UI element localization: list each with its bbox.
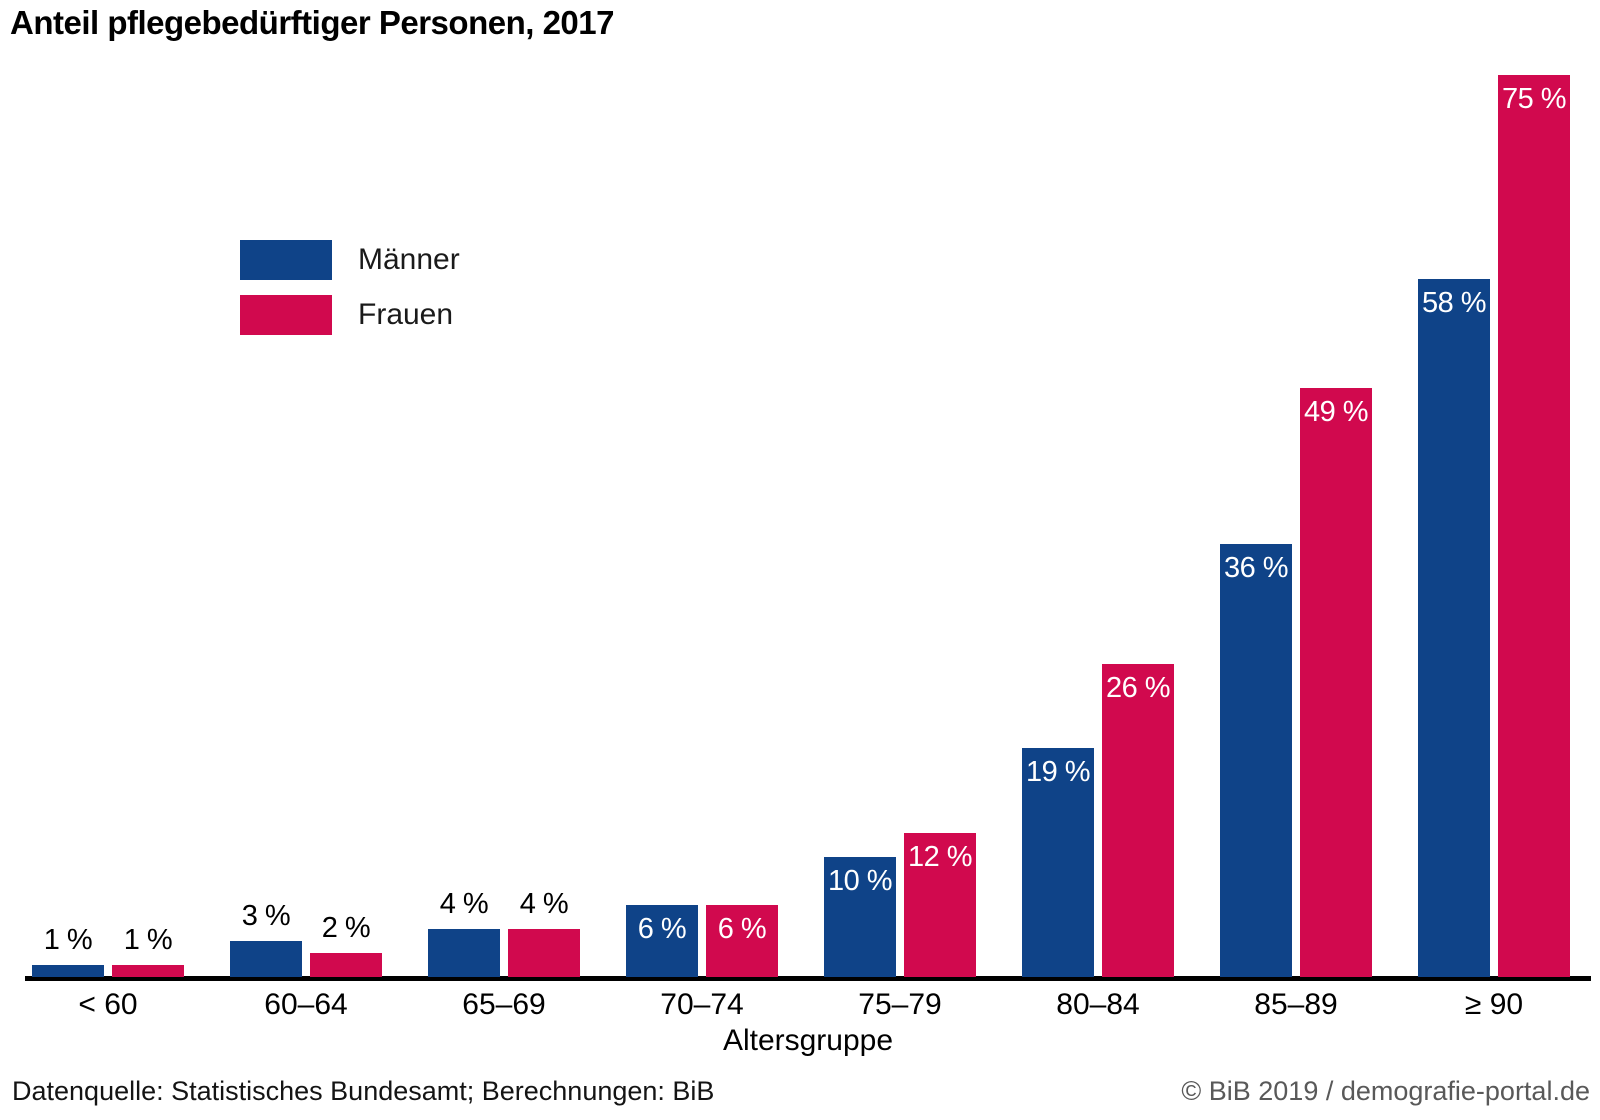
bar-value-label: 10 % xyxy=(827,865,893,897)
bar-maenner-1 xyxy=(230,941,302,977)
bar-value-label: 6 % xyxy=(717,913,767,945)
x-tick-label-3: 70–74 xyxy=(660,988,744,1021)
legend-item-maenner: Männer xyxy=(240,240,460,280)
bar-maenner-5: 19 % xyxy=(1022,748,1094,977)
bar-maenner-7: 58 % xyxy=(1418,279,1490,977)
bar-frauen-0 xyxy=(112,965,184,977)
x-tick-label-2: 65–69 xyxy=(462,988,546,1021)
bar-value-label: 19 % xyxy=(1025,756,1091,788)
bar-value-label: 12 % xyxy=(907,841,973,873)
bar-maenner-2 xyxy=(428,929,500,977)
legend-swatch-maenner xyxy=(240,240,332,280)
bar-value-label: 6 % xyxy=(637,913,687,945)
bar-value-label: 36 % xyxy=(1223,552,1289,584)
legend-label: Männer xyxy=(358,243,460,276)
x-axis-line xyxy=(25,976,1591,981)
x-tick-label-5: 80–84 xyxy=(1056,988,1140,1021)
bar-value-label: 4 % xyxy=(519,888,569,920)
bar-value-label: 1 % xyxy=(43,924,93,956)
bar-frauen-7: 75 % xyxy=(1498,75,1570,977)
legend-label: Frauen xyxy=(358,298,454,331)
copyright-note: © BiB 2019 / demografie-portal.de xyxy=(1181,1076,1590,1106)
legend-item-frauen: Frauen xyxy=(240,295,460,335)
bar-value-label: 4 % xyxy=(439,888,489,920)
bar-value-label: 2 % xyxy=(321,912,371,944)
bar-frauen-5: 26 % xyxy=(1102,664,1174,977)
bar-maenner-0 xyxy=(32,965,104,977)
bar-frauen-1 xyxy=(310,953,382,977)
bar-value-label: 1 % xyxy=(123,924,173,956)
legend: Männer Frauen xyxy=(240,240,460,350)
bar-value-label: 3 % xyxy=(241,900,291,932)
source-note: Datenquelle: Statistisches Bundesamt; Be… xyxy=(12,1076,715,1106)
bar-value-label: 58 % xyxy=(1421,287,1487,319)
x-tick-label-1: 60–64 xyxy=(264,988,348,1021)
x-tick-label-7: ≥ 90 xyxy=(1464,988,1524,1021)
bar-maenner-6: 36 % xyxy=(1220,544,1292,977)
x-tick-label-6: 85–89 xyxy=(1254,988,1338,1021)
x-axis-title: Altersgruppe xyxy=(722,1024,894,1057)
bar-frauen-3: 6 % xyxy=(706,905,778,977)
bar-frauen-4: 12 % xyxy=(904,833,976,977)
chart-title: Anteil pflegebedürftiger Personen, 2017 xyxy=(10,4,615,41)
bar-frauen-2 xyxy=(508,929,580,977)
legend-swatch-frauen xyxy=(240,295,332,335)
bar-value-label: 26 % xyxy=(1105,672,1171,704)
x-tick-label-4: 75–79 xyxy=(858,988,942,1021)
bar-maenner-4: 10 % xyxy=(824,857,896,977)
x-tick-label-0: < 60 xyxy=(78,988,138,1021)
bar-maenner-3: 6 % xyxy=(626,905,698,977)
bar-value-label: 49 % xyxy=(1303,396,1369,428)
bar-value-label: 75 % xyxy=(1501,83,1567,115)
bar-frauen-6: 49 % xyxy=(1300,388,1372,977)
